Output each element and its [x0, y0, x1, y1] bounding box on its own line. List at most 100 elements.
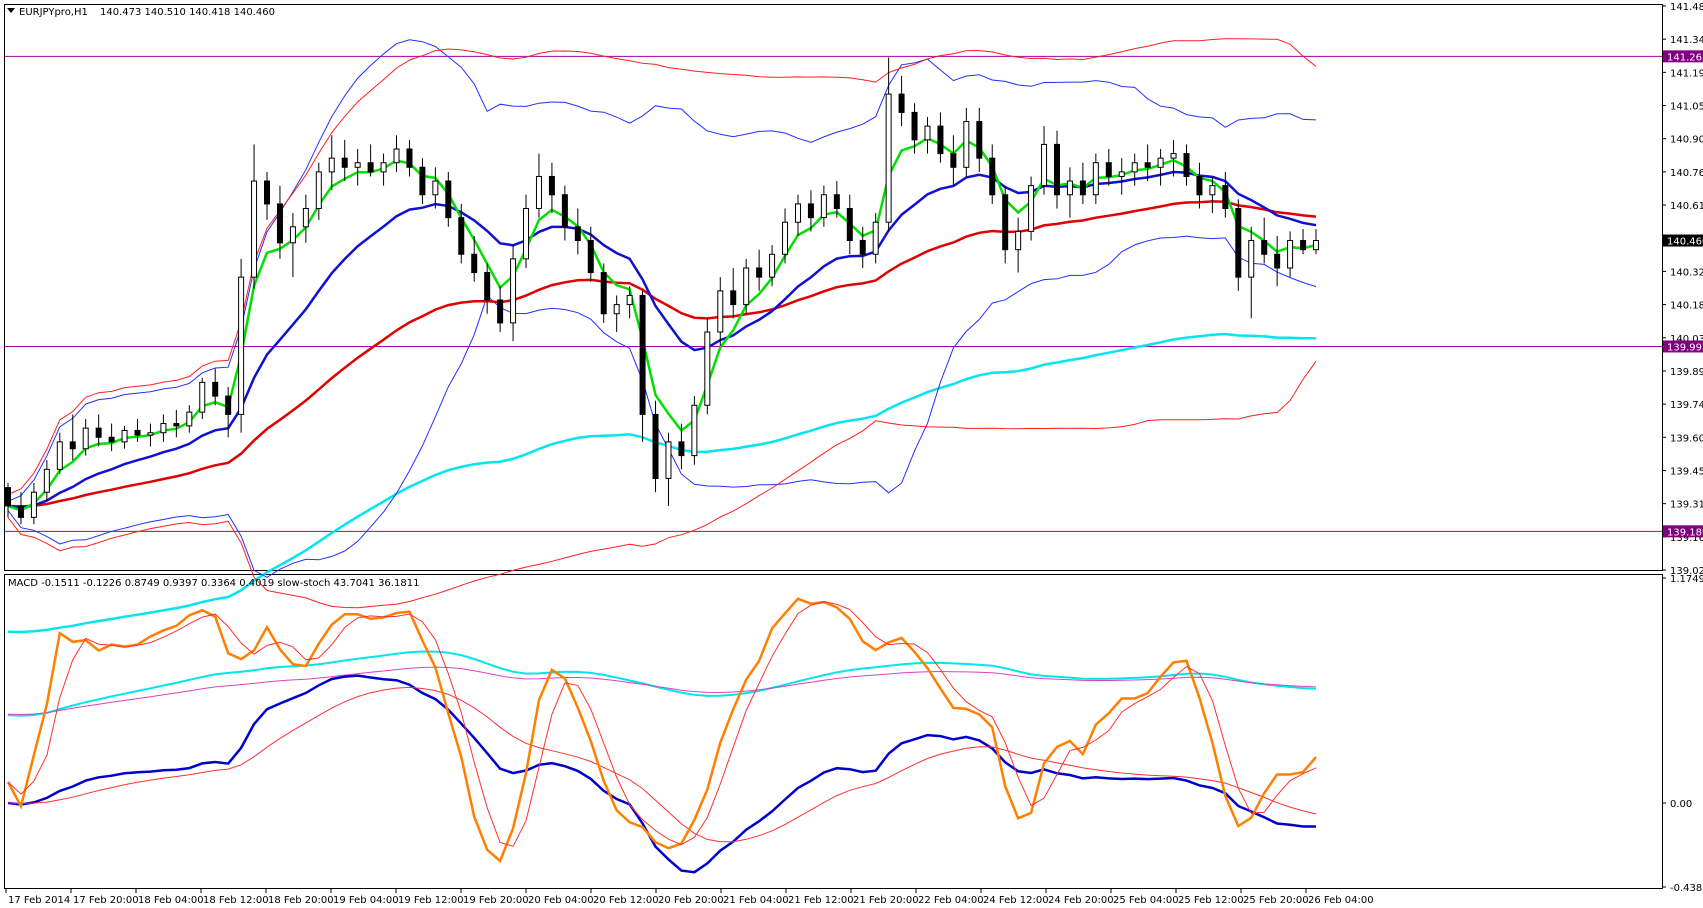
candle-body	[56, 441, 63, 470]
candle	[574, 208, 581, 255]
candle	[69, 414, 76, 461]
candle-body	[497, 299, 504, 324]
candle	[743, 258, 750, 314]
candle-body	[600, 272, 607, 315]
upper-band-blue	[7, 39, 1317, 502]
candle	[898, 75, 905, 127]
candle	[1248, 226, 1255, 319]
time-tick-label: 21 Feb 12:00	[788, 895, 854, 906]
candle-body	[820, 194, 827, 219]
candle	[1196, 162, 1203, 209]
candle	[911, 103, 918, 154]
candle-body	[5, 487, 11, 507]
price-tick-label: 139.455	[1670, 466, 1703, 477]
candle	[108, 423, 115, 452]
time-tick-label: 18 Feb 20:00	[268, 895, 334, 906]
candle-body	[1118, 171, 1125, 177]
candle	[1183, 144, 1190, 186]
candle	[1041, 126, 1048, 195]
candle-body	[445, 180, 452, 219]
candle-body	[665, 441, 672, 479]
candle-body	[561, 194, 568, 228]
candle	[1053, 130, 1060, 209]
candle-body	[1066, 180, 1073, 196]
candle-body	[354, 162, 361, 168]
price-tick-label: 141.050	[1670, 102, 1703, 113]
price-tick-label: 140.035	[1670, 334, 1703, 345]
time-tick-label: 20 Feb 12:00	[593, 895, 659, 906]
price-tick-label: 140.325	[1670, 267, 1703, 278]
candle-body	[1002, 194, 1009, 251]
candle-body	[924, 125, 931, 141]
price-level-label: 141.265	[1667, 52, 1703, 63]
candle-body	[846, 207, 853, 242]
candle-body	[471, 253, 478, 274]
dropdown-triangle-icon[interactable]	[7, 8, 15, 13]
candle-body	[17, 505, 24, 518]
candle-body	[1105, 162, 1112, 177]
candle	[82, 418, 89, 456]
candle	[1300, 229, 1307, 255]
indicator-panel-frame	[4, 574, 1663, 889]
candle-body	[1196, 175, 1203, 196]
candle	[1261, 217, 1268, 264]
candle	[497, 286, 504, 333]
candle	[859, 226, 866, 268]
stoch-d-line	[7, 600, 1317, 847]
candle	[704, 318, 711, 415]
candle-body	[950, 153, 957, 168]
candle-body	[833, 194, 840, 209]
candle-body	[807, 203, 814, 219]
candle-body	[548, 175, 555, 196]
price-tick-label: 140.615	[1670, 201, 1703, 212]
candle	[1209, 176, 1216, 214]
indicator-header: MACD -0.1511 -0.1226 0.8749 0.9397 0.336…	[8, 578, 419, 589]
candle	[186, 405, 193, 433]
candle-body	[419, 166, 426, 196]
price-level-badge	[1663, 525, 1703, 538]
candle	[1144, 144, 1151, 182]
candle	[691, 396, 698, 465]
candle	[717, 277, 724, 346]
current-price-label: 140.460	[1667, 237, 1703, 248]
candle-body	[1079, 180, 1086, 196]
candle-body	[484, 272, 491, 301]
time-tick-label: 25 Feb 12:00	[1178, 895, 1244, 906]
candle	[885, 57, 892, 232]
candle-body	[1313, 240, 1319, 251]
price-axis: 141.485 141.340 141.195 141.050 140.905 140.7…	[1662, 2, 1703, 577]
price-tick-label: 139.745	[1670, 400, 1703, 411]
candle	[1157, 149, 1164, 186]
candle	[43, 460, 50, 502]
candle-body	[289, 226, 296, 244]
candle-body	[1015, 230, 1022, 251]
candle-body	[225, 395, 232, 415]
candle	[367, 144, 374, 177]
candle	[147, 423, 154, 447]
candle-body	[1157, 157, 1164, 168]
candle	[872, 213, 879, 264]
candle-body	[173, 423, 180, 427]
candle	[406, 139, 413, 177]
candle-body	[147, 432, 154, 436]
candle-body	[186, 411, 193, 427]
candle	[1222, 171, 1229, 218]
candle-body	[134, 429, 141, 436]
candle	[225, 386, 232, 438]
candle-body	[276, 203, 283, 244]
candle	[794, 194, 801, 236]
time-tick-label: 17 Feb 20:00	[73, 895, 139, 906]
horizontal-levels[interactable]	[5, 55, 1662, 532]
candle	[121, 425, 128, 449]
candle	[976, 107, 983, 172]
candle-body	[212, 381, 219, 397]
candle-body	[121, 429, 128, 443]
candle	[652, 400, 659, 493]
candle	[535, 153, 542, 218]
price-level-badge	[1663, 50, 1703, 63]
price-tick-label: 141.195	[1670, 68, 1703, 79]
candle-body	[160, 423, 167, 434]
candle	[1015, 217, 1022, 273]
candle-body	[678, 441, 685, 457]
